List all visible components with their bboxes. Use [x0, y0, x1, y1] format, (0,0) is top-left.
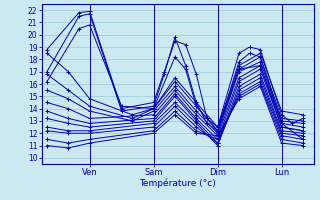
X-axis label: Température (°c): Température (°c) — [139, 179, 216, 188]
